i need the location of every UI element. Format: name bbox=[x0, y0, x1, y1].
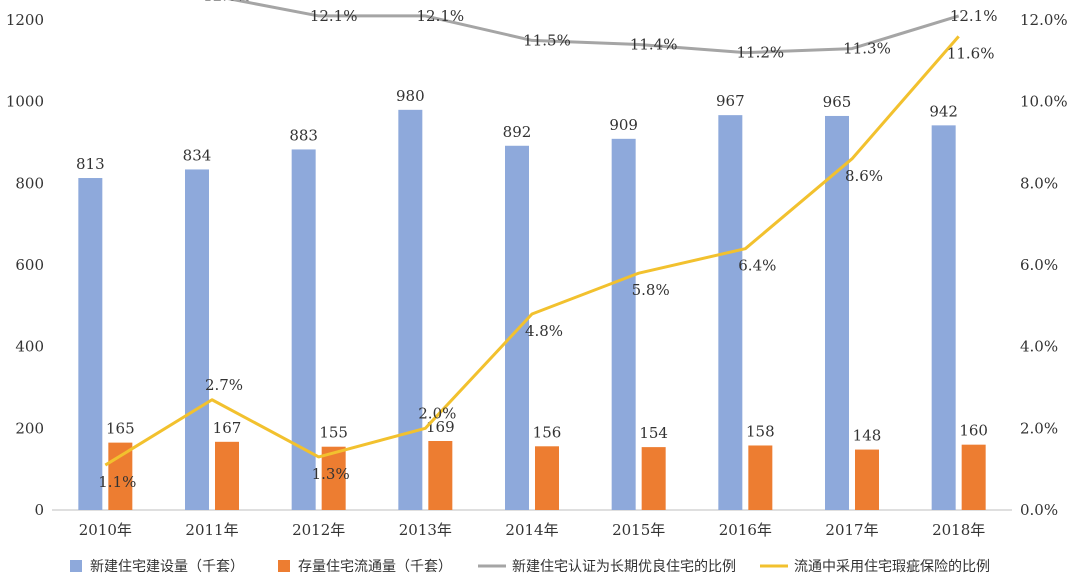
bar-new-construction bbox=[611, 138, 636, 510]
bar-data-label: 942 bbox=[929, 102, 958, 120]
y-left-tick-label: 1000 bbox=[6, 93, 44, 111]
x-tick-label: 2014年 bbox=[505, 521, 558, 539]
bar-data-label: 167 bbox=[213, 419, 242, 437]
x-tick-label: 2018年 bbox=[932, 521, 985, 539]
x-tick-label: 2016年 bbox=[719, 521, 772, 539]
bar-existing-circulation bbox=[961, 444, 986, 510]
y-right-tick-label: 0.0% bbox=[1020, 501, 1058, 519]
bar-data-label: 967 bbox=[716, 92, 745, 110]
line-data-label: 8.6% bbox=[845, 167, 883, 185]
bar-data-label: 155 bbox=[319, 424, 348, 442]
line-data-label: 1.3% bbox=[312, 465, 350, 483]
line-data-label: 11.4% bbox=[630, 36, 678, 54]
y-left-tick-label: 200 bbox=[15, 419, 44, 437]
y-right-tick-label: 4.0% bbox=[1020, 338, 1058, 356]
bar-new-construction bbox=[718, 115, 743, 511]
bar-new-construction bbox=[78, 178, 103, 510]
bar-data-label: 892 bbox=[503, 123, 532, 141]
y-right-tick-label: 10.0% bbox=[1020, 93, 1068, 111]
legend-swatch bbox=[278, 560, 290, 572]
bar-data-label: 148 bbox=[853, 427, 882, 445]
line-data-label: 4.8% bbox=[525, 322, 563, 340]
bar-new-construction bbox=[291, 149, 316, 511]
bar-data-label: 883 bbox=[289, 126, 318, 144]
bar-data-label: 160 bbox=[959, 422, 988, 440]
y-right-tick-label: 8.0% bbox=[1020, 174, 1058, 192]
line-data-label: 11.2% bbox=[737, 44, 785, 62]
line-data-label: 12.6% bbox=[203, 0, 251, 5]
bar-data-label: 154 bbox=[639, 424, 668, 442]
y-left-tick-label: 1200 bbox=[6, 11, 44, 29]
line-data-label: 12.1% bbox=[310, 7, 358, 25]
series-line-defect-insurance-ratio bbox=[104, 35, 960, 467]
x-tick-label: 2010年 bbox=[79, 521, 132, 539]
line-data-label: 11.6% bbox=[947, 44, 995, 62]
bar-new-construction bbox=[931, 125, 956, 510]
bar-new-construction bbox=[398, 109, 423, 510]
bar-existing-circulation bbox=[108, 442, 133, 510]
bar-data-label: 156 bbox=[533, 423, 562, 441]
line-data-label: 11.5% bbox=[523, 31, 571, 49]
bar-existing-circulation bbox=[748, 445, 773, 510]
y-left-tick-label: 800 bbox=[15, 174, 44, 192]
bar-new-construction bbox=[825, 115, 849, 510]
bar-existing-circulation bbox=[321, 446, 346, 510]
line-data-label: 2.0% bbox=[418, 404, 456, 422]
bar-data-label: 165 bbox=[106, 420, 135, 438]
bar-existing-circulation bbox=[641, 447, 666, 510]
legend-swatch bbox=[70, 560, 82, 572]
line-data-label: 5.8% bbox=[632, 281, 670, 299]
bar-data-label: 965 bbox=[823, 93, 852, 111]
x-tick-label: 2015年 bbox=[612, 521, 665, 539]
series-line-long-term-quality-ratio bbox=[227, 0, 960, 55]
line-data-label: 12.1% bbox=[950, 7, 998, 25]
line-data-label: 2.7% bbox=[205, 376, 243, 394]
x-tick-label: 2012年 bbox=[292, 521, 345, 539]
bar-existing-circulation bbox=[535, 446, 559, 510]
bar-data-label: 158 bbox=[746, 422, 775, 440]
y-right-tick-label: 6.0% bbox=[1020, 256, 1058, 274]
y-right-tick-label: 12.0% bbox=[1020, 11, 1068, 29]
bar-new-construction bbox=[185, 169, 209, 510]
bar-data-label: 169 bbox=[426, 418, 455, 436]
line-data-label: 11.3% bbox=[843, 40, 891, 58]
y-right-tick-label: 2.0% bbox=[1020, 419, 1058, 437]
line-data-label: 6.4% bbox=[738, 257, 776, 275]
bar-data-label: 834 bbox=[183, 146, 212, 164]
legend-label: 流通中采用住宅瑕疵保险的比例 bbox=[794, 559, 990, 575]
y-left-tick-label: 600 bbox=[15, 256, 44, 274]
bar-existing-circulation bbox=[215, 441, 239, 510]
y-left-tick-label: 0 bbox=[34, 501, 44, 519]
bar-data-label: 980 bbox=[396, 87, 425, 105]
line-data-label: 1.1% bbox=[98, 473, 136, 491]
legend-label: 新建住宅建设量（千套） bbox=[90, 559, 244, 575]
x-tick-label: 2011年 bbox=[185, 521, 238, 539]
x-tick-label: 2017年 bbox=[825, 521, 878, 539]
legend-label: 新建住宅认证为长期优良住宅的比例 bbox=[512, 559, 736, 575]
line-data-label: 12.1% bbox=[417, 7, 465, 25]
bar-existing-circulation bbox=[428, 440, 453, 510]
bar-data-label: 813 bbox=[76, 155, 105, 173]
x-tick-label: 2013年 bbox=[399, 521, 452, 539]
legend-label: 存量住宅流通量（千套） bbox=[298, 559, 452, 575]
bar-data-label: 909 bbox=[609, 116, 638, 134]
bar-existing-circulation bbox=[855, 449, 879, 510]
y-left-tick-label: 400 bbox=[15, 338, 44, 356]
